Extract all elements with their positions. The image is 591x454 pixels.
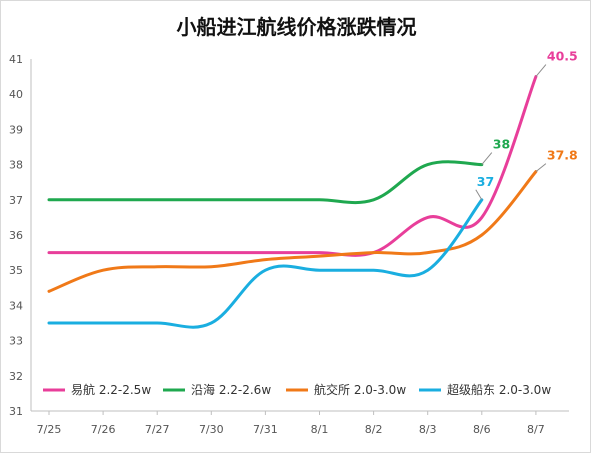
y-tick-label: 37 bbox=[9, 194, 23, 207]
y-tick-label: 31 bbox=[9, 405, 23, 418]
y-tick-label: 32 bbox=[9, 370, 23, 383]
x-tick-label: 8/2 bbox=[365, 423, 383, 436]
y-tick-label: 34 bbox=[9, 299, 23, 312]
series-1-label-leader bbox=[535, 64, 547, 77]
series-2-line bbox=[47, 160, 484, 205]
x-tick-label: 7/31 bbox=[253, 423, 278, 436]
series-4-line bbox=[47, 198, 484, 329]
x-tick-label: 7/30 bbox=[199, 423, 224, 436]
series-2-label-leader bbox=[481, 152, 493, 165]
y-tick-label: 35 bbox=[9, 264, 23, 277]
legend-item-3-label: 航交所 2.0-3.0w bbox=[314, 382, 406, 397]
series-1-line bbox=[47, 75, 538, 257]
y-tick-label: 39 bbox=[9, 123, 23, 136]
x-tick-label: 7/25 bbox=[37, 423, 62, 436]
y-tick-label: 36 bbox=[9, 229, 23, 242]
y-tick-label: 41 bbox=[9, 53, 23, 66]
series-3-end-label: 37.8 bbox=[547, 148, 578, 163]
x-tick-label: 7/26 bbox=[91, 423, 116, 436]
x-tick-label: 8/3 bbox=[419, 423, 437, 436]
x-tick-label: 7/27 bbox=[145, 423, 170, 436]
series-2-end-label: 38 bbox=[493, 137, 510, 152]
series-4-label-leader bbox=[475, 189, 483, 201]
x-tick-label: 8/1 bbox=[311, 423, 329, 436]
series-1-end-label: 40.5 bbox=[547, 49, 578, 64]
x-tick-label: 8/6 bbox=[473, 423, 491, 436]
y-tick-label: 40 bbox=[9, 88, 23, 101]
series-4-end-label: 37 bbox=[477, 174, 494, 189]
series-3-label-leader bbox=[535, 163, 547, 173]
legend-item-1-label: 易航 2.2-2.5w bbox=[71, 382, 151, 397]
series-3-line bbox=[47, 170, 538, 293]
y-tick-label: 33 bbox=[9, 335, 23, 348]
chart-title: 小船进江航线价格涨跌情况 bbox=[176, 15, 417, 39]
legend-item-4-label: 超级船东 2.0-3.0w bbox=[447, 382, 551, 397]
legend-item-2-label: 沿海 2.2-2.6w bbox=[191, 382, 271, 397]
y-tick-label: 38 bbox=[9, 159, 23, 172]
x-tick-label: 8/7 bbox=[527, 423, 545, 436]
